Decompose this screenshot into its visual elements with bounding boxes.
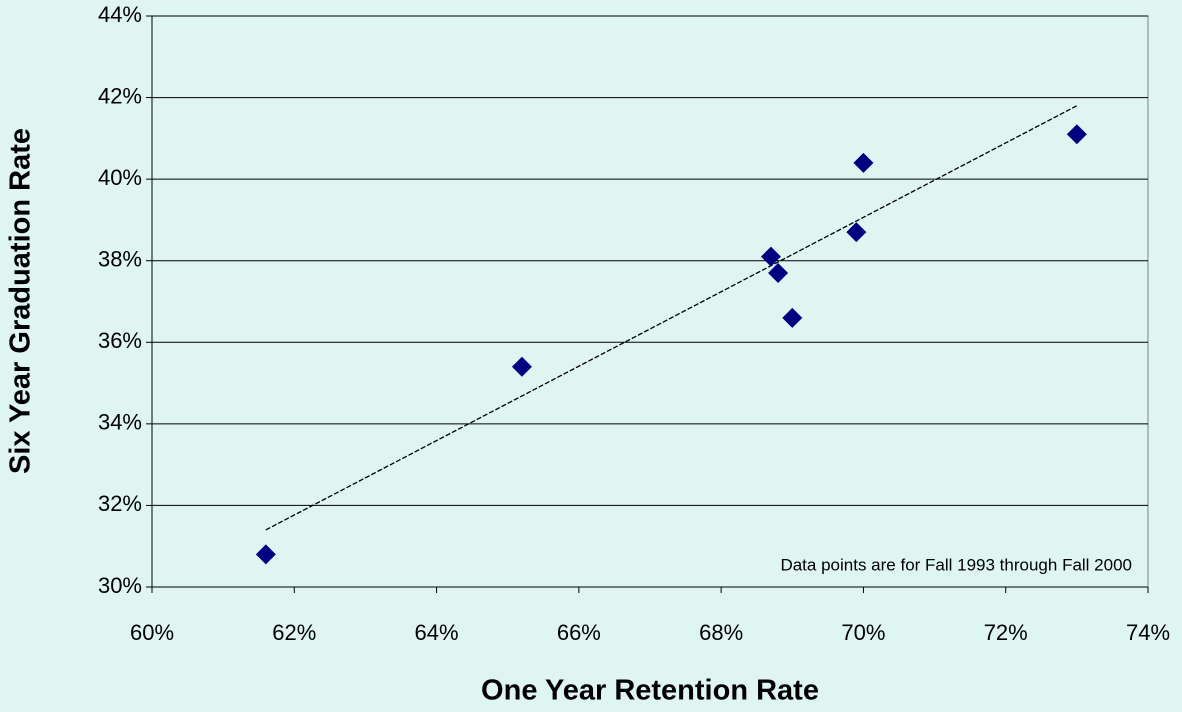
y-tick-label: 42% [98,83,142,108]
plot-area [151,15,1149,588]
data-point [255,544,276,565]
data-point [768,262,789,283]
data-point [846,222,867,243]
x-tick-label: 68% [699,620,743,645]
x-tick-label: 66% [557,620,601,645]
y-tick-label: 44% [98,2,142,27]
data-point [853,152,874,173]
x-tick-label: 64% [415,620,459,645]
y-tick-label: 40% [98,165,142,190]
x-tick-label: 74% [1126,620,1170,645]
data-point [511,356,532,377]
x-axis-title: One Year Retention Rate [481,675,819,707]
y-tick-label: 32% [98,491,142,516]
x-tick-label: 72% [984,620,1028,645]
y-axis-title: Six Year Graduation Rate [5,128,37,474]
x-tick-label: 70% [841,620,885,645]
y-tick-label: 34% [98,410,142,435]
x-tick-label: 60% [130,620,174,645]
y-tick-label: 30% [98,573,142,598]
x-tick-label: 62% [272,620,316,645]
annotation: Data points are for Fall 1993 through Fa… [780,555,1132,574]
y-tick-label: 38% [98,247,142,272]
data-point [760,246,781,267]
y-tick-label: 36% [98,328,142,353]
data-point [782,307,803,328]
trendline [265,105,1078,531]
data-point [1066,124,1087,145]
